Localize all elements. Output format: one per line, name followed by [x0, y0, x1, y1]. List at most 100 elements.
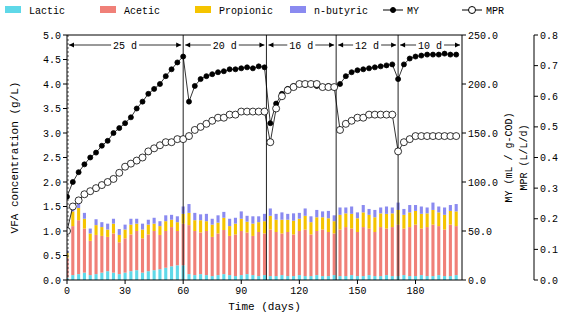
- bar: [193, 220, 196, 231]
- bar: [118, 274, 121, 280]
- y3-tick: [534, 280, 538, 281]
- y3-tick-label: 0.5: [540, 122, 558, 133]
- y3-tick-label: 0.0: [540, 276, 558, 287]
- bar: [437, 275, 440, 280]
- bar: [344, 276, 347, 280]
- bar: [141, 273, 144, 280]
- bar: [333, 215, 336, 221]
- bar: [228, 226, 231, 236]
- bar: [315, 210, 318, 217]
- bar: [124, 238, 127, 272]
- bar: [263, 214, 266, 221]
- legend: LacticAceticPropionicn-butyricMYMPR: [5, 6, 504, 17]
- series-marker: [185, 133, 192, 140]
- bar: [205, 275, 208, 280]
- bar: [234, 276, 237, 280]
- y-tick: [63, 182, 67, 183]
- series-marker: [152, 86, 157, 91]
- bar: [199, 232, 202, 274]
- series-marker: [308, 82, 313, 87]
- bar: [216, 233, 219, 275]
- bar: [437, 226, 440, 275]
- bar: [216, 275, 219, 280]
- series-marker: [337, 126, 344, 133]
- series-marker: [76, 170, 81, 175]
- bar: [443, 276, 446, 280]
- period-separator: [336, 35, 337, 280]
- bar: [187, 213, 190, 225]
- bar: [356, 276, 359, 280]
- bar: [455, 211, 458, 226]
- bar: [164, 215, 167, 221]
- bar: [94, 219, 97, 225]
- series-marker: [111, 131, 116, 136]
- bar: [431, 225, 434, 276]
- bar: [147, 271, 150, 280]
- y3-tick: [534, 188, 538, 189]
- bar: [158, 269, 161, 280]
- y3-tick-label: 0.1: [540, 245, 558, 256]
- bar: [431, 276, 434, 280]
- bar: [344, 213, 347, 227]
- bar: [292, 234, 295, 276]
- bar: [379, 227, 382, 276]
- bar: [373, 232, 376, 276]
- bar: [449, 205, 452, 211]
- series-marker: [436, 52, 441, 57]
- legend-label: Lactic: [29, 6, 65, 17]
- series-marker: [146, 91, 151, 96]
- bar: [118, 235, 121, 242]
- bar: [350, 229, 353, 276]
- bar: [240, 275, 243, 280]
- arrow-head: [259, 43, 264, 48]
- bar: [333, 233, 336, 275]
- series-marker: [128, 115, 133, 120]
- bar: [71, 275, 74, 280]
- bar: [211, 237, 214, 276]
- x-tick-label: 0: [64, 286, 70, 297]
- bar: [147, 220, 150, 225]
- bar: [275, 220, 278, 232]
- series-marker: [169, 67, 174, 72]
- bar: [275, 276, 278, 280]
- bar: [455, 204, 458, 211]
- bar: [321, 276, 324, 280]
- bar: [124, 225, 127, 230]
- arrow-head: [176, 43, 181, 48]
- series-marker: [389, 111, 396, 118]
- series-marker: [331, 84, 338, 91]
- bar: [164, 231, 167, 268]
- bar: [327, 211, 330, 218]
- bar: [222, 212, 225, 218]
- bar: [211, 225, 214, 237]
- bar: [362, 212, 365, 227]
- bar: [275, 232, 278, 276]
- bar: [164, 221, 167, 231]
- bar: [292, 276, 295, 280]
- bar: [408, 205, 411, 212]
- bar: [368, 229, 371, 276]
- series-marker: [204, 74, 209, 79]
- bar: [153, 224, 156, 231]
- y-tick-label: 5.0: [43, 31, 61, 42]
- bar: [443, 207, 446, 214]
- arrow-head: [268, 43, 273, 48]
- arrow-head: [185, 43, 190, 48]
- bar: [437, 207, 440, 213]
- series-marker: [407, 56, 412, 61]
- bar: [83, 229, 86, 273]
- series-marker: [367, 66, 372, 71]
- bar: [234, 224, 237, 235]
- bar: [286, 214, 289, 220]
- y-tick: [63, 280, 67, 281]
- bar: [286, 232, 289, 276]
- bar: [315, 217, 318, 231]
- bar: [315, 275, 318, 280]
- legend-swatch: [290, 6, 306, 13]
- bar: [292, 213, 295, 220]
- y3-tick: [534, 65, 538, 66]
- x-tick: [357, 280, 358, 284]
- bar: [170, 220, 173, 227]
- legend-label: MY: [407, 6, 419, 17]
- y3-tick: [534, 157, 538, 158]
